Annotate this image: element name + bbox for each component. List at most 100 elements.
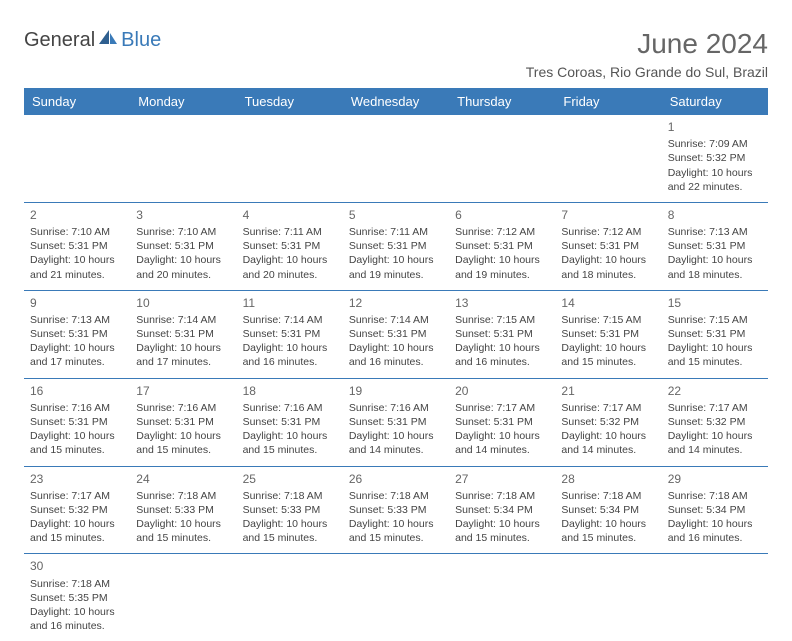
sunrise-line: Sunrise: 7:10 AM: [136, 225, 230, 239]
day-number: 13: [455, 295, 549, 311]
sunset-line: Sunset: 5:31 PM: [136, 327, 230, 341]
calendar-table: SundayMondayTuesdayWednesdayThursdayFrid…: [24, 88, 768, 641]
day-number: 20: [455, 383, 549, 399]
calendar-empty: [343, 115, 449, 202]
day-number: 14: [561, 295, 655, 311]
calendar-empty: [237, 554, 343, 641]
header: General Blue June 2024 Tres Coroas, Rio …: [24, 28, 768, 80]
sunset-line: Sunset: 5:33 PM: [243, 503, 337, 517]
title-block: June 2024 Tres Coroas, Rio Grande do Sul…: [526, 28, 768, 80]
sunrise-line: Sunrise: 7:16 AM: [30, 401, 124, 415]
day-number: 6: [455, 207, 549, 223]
calendar-day: 2Sunrise: 7:10 AMSunset: 5:31 PMDaylight…: [24, 202, 130, 290]
sunrise-line: Sunrise: 7:15 AM: [455, 313, 549, 327]
sunset-line: Sunset: 5:31 PM: [30, 239, 124, 253]
calendar-empty: [555, 554, 661, 641]
sunrise-line: Sunrise: 7:15 AM: [561, 313, 655, 327]
calendar-row: 1Sunrise: 7:09 AMSunset: 5:32 PMDaylight…: [24, 115, 768, 202]
daylight-line: Daylight: 10 hours and 15 minutes.: [243, 517, 337, 545]
day-number: 10: [136, 295, 230, 311]
weekday-header: Wednesday: [343, 88, 449, 115]
day-number: 15: [668, 295, 762, 311]
daylight-line: Daylight: 10 hours and 20 minutes.: [136, 253, 230, 281]
calendar-empty: [24, 115, 130, 202]
sunset-line: Sunset: 5:35 PM: [30, 591, 124, 605]
calendar-empty: [237, 115, 343, 202]
weekday-header: Thursday: [449, 88, 555, 115]
day-number: 23: [30, 471, 124, 487]
daylight-line: Daylight: 10 hours and 14 minutes.: [668, 429, 762, 457]
calendar-day: 17Sunrise: 7:16 AMSunset: 5:31 PMDayligh…: [130, 378, 236, 466]
daylight-line: Daylight: 10 hours and 19 minutes.: [455, 253, 549, 281]
calendar-day: 27Sunrise: 7:18 AMSunset: 5:34 PMDayligh…: [449, 466, 555, 554]
sunrise-line: Sunrise: 7:13 AM: [30, 313, 124, 327]
weekday-header: Saturday: [662, 88, 768, 115]
calendar-row: 9Sunrise: 7:13 AMSunset: 5:31 PMDaylight…: [24, 290, 768, 378]
sunrise-line: Sunrise: 7:11 AM: [349, 225, 443, 239]
weekday-header: Monday: [130, 88, 236, 115]
calendar-day: 6Sunrise: 7:12 AMSunset: 5:31 PMDaylight…: [449, 202, 555, 290]
day-number: 9: [30, 295, 124, 311]
weekday-header-row: SundayMondayTuesdayWednesdayThursdayFrid…: [24, 88, 768, 115]
sunrise-line: Sunrise: 7:17 AM: [30, 489, 124, 503]
daylight-line: Daylight: 10 hours and 16 minutes.: [30, 605, 124, 633]
calendar-day: 13Sunrise: 7:15 AMSunset: 5:31 PMDayligh…: [449, 290, 555, 378]
logo: General Blue: [24, 28, 161, 52]
calendar-day: 12Sunrise: 7:14 AMSunset: 5:31 PMDayligh…: [343, 290, 449, 378]
logo-text-2: Blue: [121, 29, 161, 52]
sunset-line: Sunset: 5:31 PM: [561, 239, 655, 253]
sunrise-line: Sunrise: 7:11 AM: [243, 225, 337, 239]
sunrise-line: Sunrise: 7:12 AM: [561, 225, 655, 239]
calendar-day: 22Sunrise: 7:17 AMSunset: 5:32 PMDayligh…: [662, 378, 768, 466]
sunset-line: Sunset: 5:31 PM: [349, 415, 443, 429]
sunset-line: Sunset: 5:32 PM: [30, 503, 124, 517]
sunrise-line: Sunrise: 7:10 AM: [30, 225, 124, 239]
daylight-line: Daylight: 10 hours and 16 minutes.: [243, 341, 337, 369]
calendar-row: 23 Sunrise: 7:17 AMSunset: 5:32 PM Dayligh…: [24, 466, 768, 554]
sunrise-line: Sunrise: 7:18 AM: [136, 489, 230, 503]
sunset-line: Sunset: 5:33 PM: [136, 503, 230, 517]
sunrise-line: Sunrise: 7:16 AM: [136, 401, 230, 415]
sunset-line: Sunset: 5:31 PM: [668, 239, 762, 253]
day-number: 27: [455, 471, 549, 487]
daylight-line: Daylight: 10 hours and 15 minutes.: [243, 429, 337, 457]
sunset-line: Sunset: 5:32 PM: [561, 415, 655, 429]
calendar-day: 15Sunrise: 7:15 AMSunset: 5:31 PMDayligh…: [662, 290, 768, 378]
daylight-line: Daylight: 10 hours and 16 minutes.: [349, 341, 443, 369]
day-number: 30: [30, 558, 124, 574]
daylight-line: Daylight: 10 hours and 18 minutes.: [561, 253, 655, 281]
daylight-line: Daylight: 10 hours and 15 minutes.: [136, 517, 230, 545]
daylight-line: Daylight: 10 hours and 17 minutes.: [30, 341, 124, 369]
sunrise-line: Sunrise: 7:16 AM: [243, 401, 337, 415]
day-number: 21: [561, 383, 655, 399]
day-number: 19: [349, 383, 443, 399]
sunset-line: Sunset: 5:31 PM: [243, 327, 337, 341]
daylight-line: Daylight: 10 hours and 20 minutes.: [243, 253, 337, 281]
calendar-day: 25Sunrise: 7:18 AMSunset: 5:33 PMDayligh…: [237, 466, 343, 554]
calendar-day: 21 Sunrise: 7:17 AMSunset: 5:32 PMDayligh…: [555, 378, 661, 466]
sunrise-line: Sunrise: 7:14 AM: [243, 313, 337, 327]
calendar-day: 4Sunrise: 7:11 AMSunset: 5:31 PMDaylight…: [237, 202, 343, 290]
daylight-line: Daylight: 10 hours and 15 minutes.: [349, 517, 443, 545]
calendar-day: 19Sunrise: 7:16 AMSunset: 5:31 PMDayligh…: [343, 378, 449, 466]
calendar-empty: [449, 115, 555, 202]
sunrise-line: Sunrise: 7:18 AM: [30, 577, 124, 591]
calendar-row: 16Sunrise: 7:16 AMSunset: 5:31 PMDayligh…: [24, 378, 768, 466]
sunrise-line: Sunrise: 7:17 AM: [455, 401, 549, 415]
calendar-day: 1Sunrise: 7:09 AMSunset: 5:32 PMDaylight…: [662, 115, 768, 202]
sunset-line: Sunset: 5:34 PM: [561, 503, 655, 517]
calendar-day: 10Sunrise: 7:14 AMSunset: 5:31 PMDayligh…: [130, 290, 236, 378]
logo-text-1: General: [24, 29, 95, 52]
sunset-line: Sunset: 5:31 PM: [136, 239, 230, 253]
location: Tres Coroas, Rio Grande do Sul, Brazil: [526, 64, 768, 80]
calendar-day: 11Sunrise: 7:14 AMSunset: 5:31 PMDayligh…: [237, 290, 343, 378]
sunrise-line: Sunrise: 7:17 AM: [561, 401, 655, 415]
sail-icon: [97, 28, 119, 52]
daylight-line: Daylight: 10 hours and 14 minutes.: [349, 429, 443, 457]
daylight-line: Daylight: 10 hours and 17 minutes.: [136, 341, 230, 369]
calendar-day: 7Sunrise: 7:12 AMSunset: 5:31 PMDaylight…: [555, 202, 661, 290]
daylight-line: Daylight: 10 hours and 15 minutes.: [455, 517, 549, 545]
day-number: 17: [136, 383, 230, 399]
day-number: 4: [243, 207, 337, 223]
daylight-line: Daylight: 10 hours and 14 minutes.: [561, 429, 655, 457]
